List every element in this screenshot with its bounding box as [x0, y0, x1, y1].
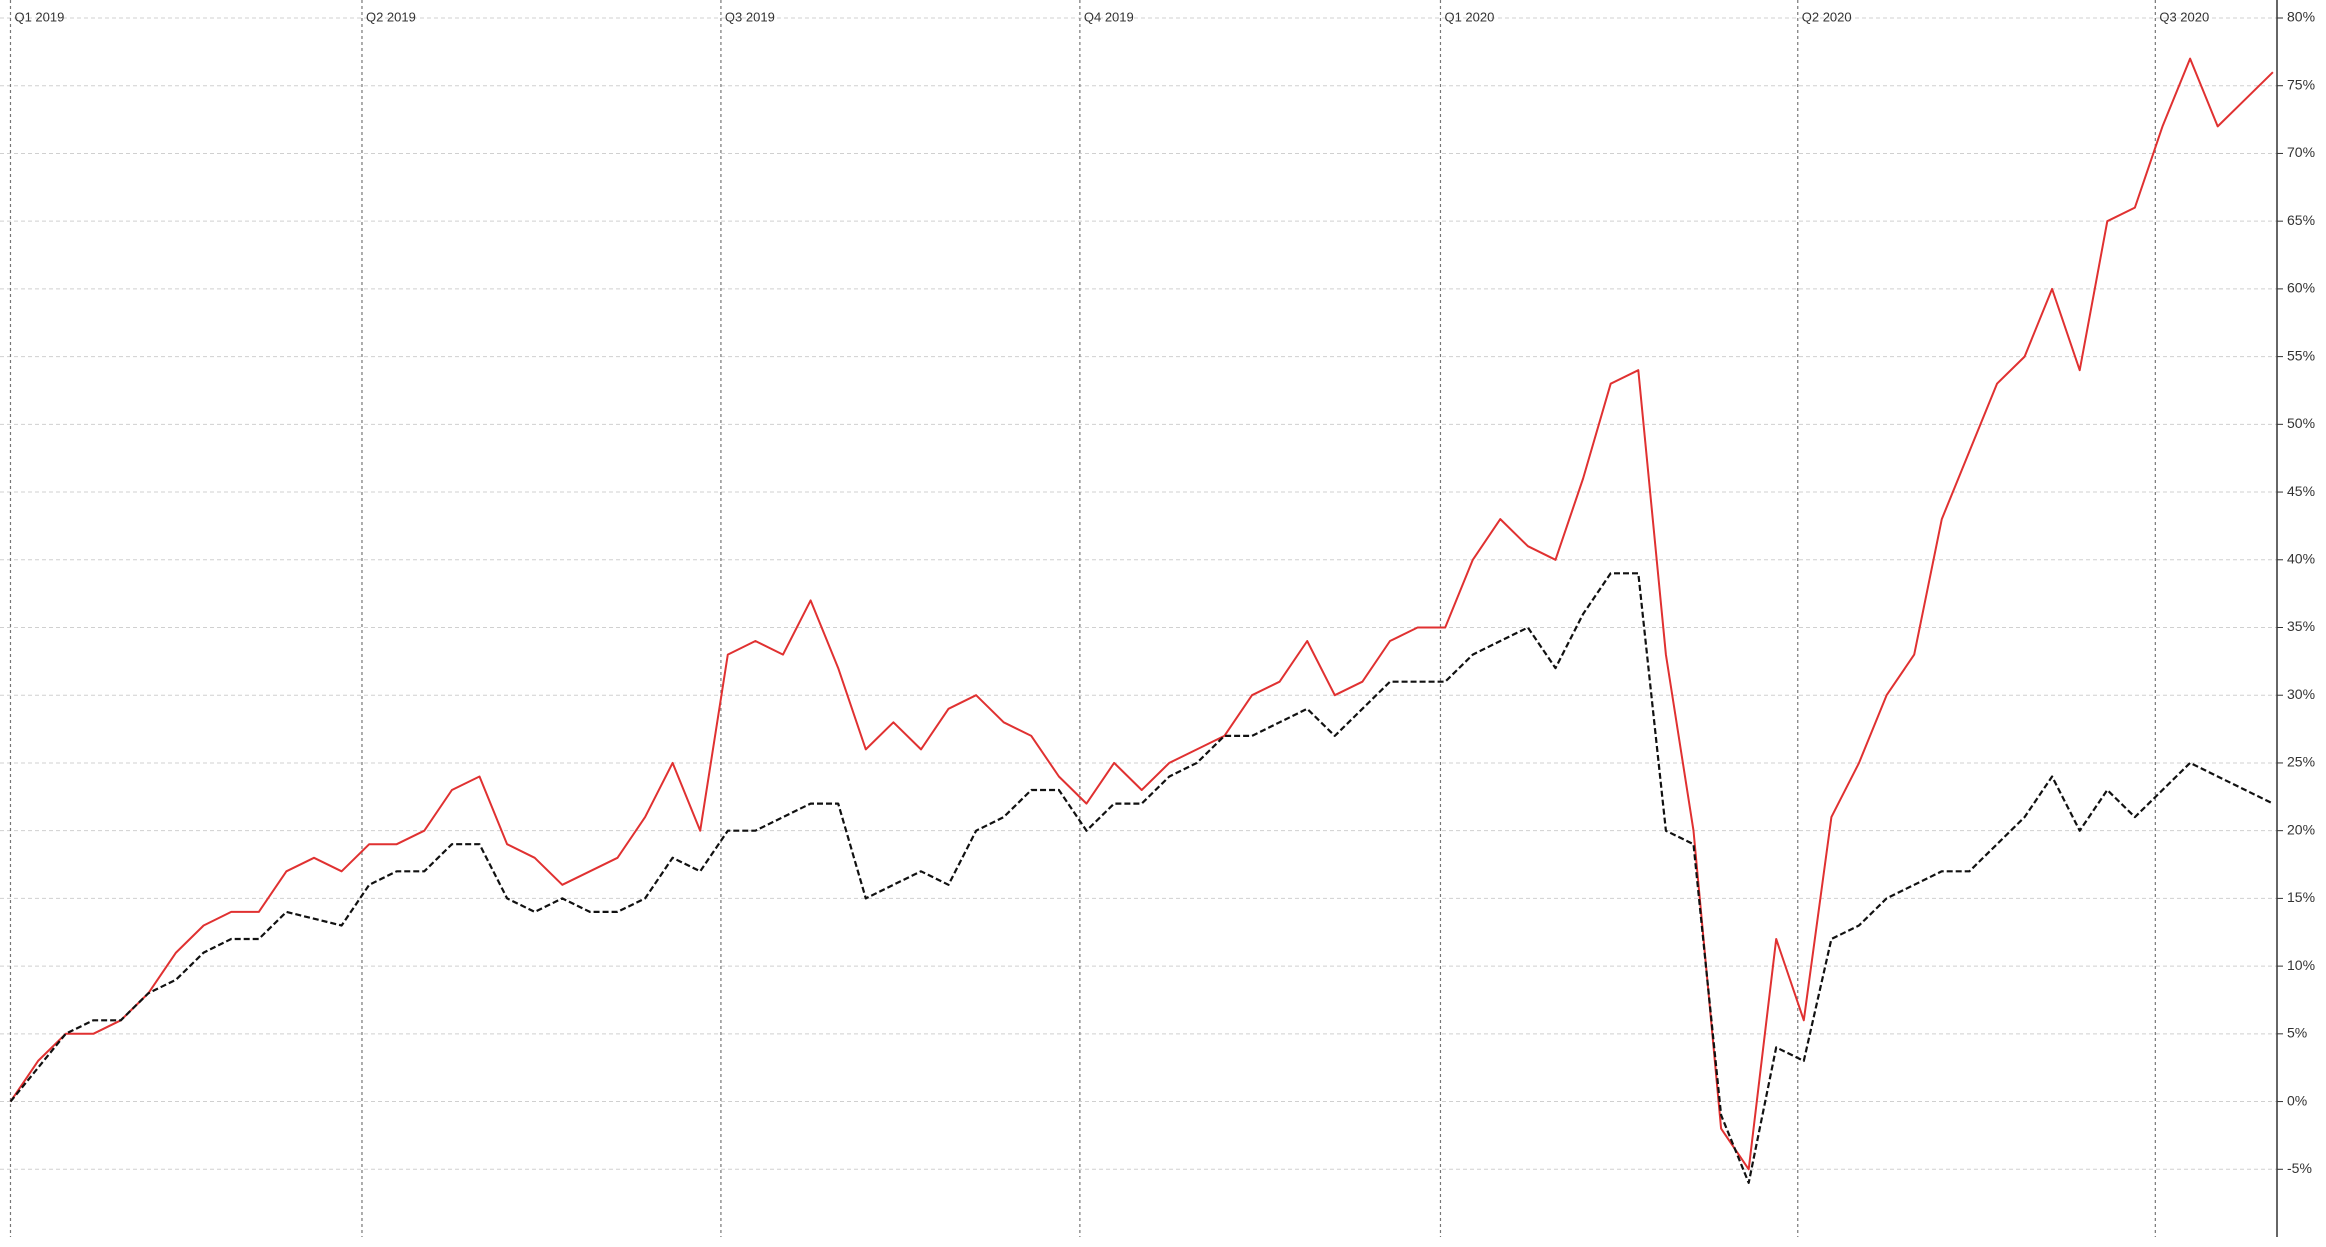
x-tick-label: Q3 2020 — [2159, 9, 2209, 24]
y-tick-label: 70% — [2287, 144, 2315, 160]
y-tick-label: 0% — [2287, 1092, 2307, 1108]
series-line — [9, 57, 2274, 1171]
y-tick-label: 25% — [2287, 754, 2315, 770]
y-tick-label: 80% — [2287, 9, 2315, 25]
x-tick-label: Q3 2019 — [725, 9, 775, 24]
series-line — [9, 572, 2274, 1184]
y-tick-label: 10% — [2287, 957, 2315, 973]
y-tick-label: 20% — [2287, 821, 2315, 837]
y-tick-label: 40% — [2287, 550, 2315, 566]
y-tick-label: 65% — [2287, 212, 2315, 228]
y-tick-label: 55% — [2287, 347, 2315, 363]
y-tick-label: 45% — [2287, 483, 2315, 499]
y-tick-label: 50% — [2287, 415, 2315, 431]
x-tick-label: Q2 2020 — [1802, 9, 1852, 24]
x-tick-label: Q4 2019 — [1084, 9, 1134, 24]
y-tick-label: 60% — [2287, 280, 2315, 296]
y-tick-label: 35% — [2287, 618, 2315, 634]
x-tick-label: Q1 2019 — [14, 9, 64, 24]
y-tick-label: 5% — [2287, 1025, 2307, 1041]
y-tick-label: 75% — [2287, 76, 2315, 92]
x-tick-label: Q2 2019 — [366, 9, 416, 24]
y-tick-label: -5% — [2287, 1160, 2312, 1176]
y-tick-label: 15% — [2287, 889, 2315, 905]
y-tick-label: 30% — [2287, 686, 2315, 702]
x-tick-label: Q1 2020 — [1444, 9, 1494, 24]
